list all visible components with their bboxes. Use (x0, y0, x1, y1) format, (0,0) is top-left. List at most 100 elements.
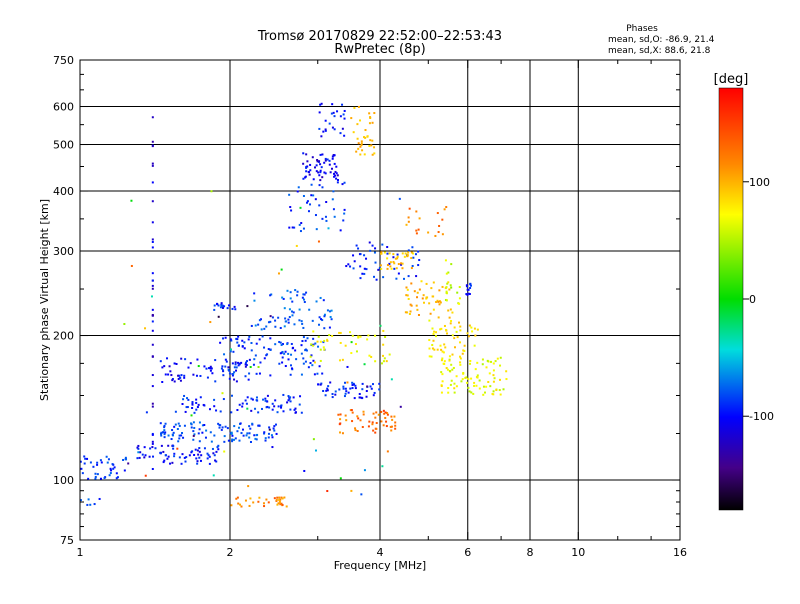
data-point (344, 392, 347, 395)
data-point (305, 349, 308, 352)
data-point (417, 250, 420, 253)
data-point (451, 368, 454, 371)
data-point (326, 490, 329, 493)
data-point (434, 335, 437, 338)
data-point (160, 444, 163, 447)
data-point (249, 440, 252, 443)
data-point (173, 455, 176, 458)
data-point (392, 253, 395, 256)
data-point (159, 360, 162, 363)
data-point (330, 309, 333, 312)
data-point (310, 354, 313, 357)
data-point (333, 172, 336, 175)
data-point (323, 315, 326, 318)
data-point (466, 332, 469, 335)
data-point (262, 398, 265, 401)
data-point (380, 267, 383, 270)
data-point (341, 103, 344, 106)
data-point (225, 360, 228, 363)
data-point (276, 503, 279, 506)
data-point (213, 434, 216, 437)
data-point (309, 163, 312, 166)
data-point (302, 326, 305, 329)
data-point (373, 391, 376, 394)
data-point (302, 293, 305, 296)
data-point (446, 368, 449, 371)
data-point (304, 348, 307, 351)
colorbar-tick-label: 100 (749, 176, 770, 189)
data-point (224, 425, 227, 428)
data-point (197, 453, 200, 456)
data-point (289, 206, 292, 209)
data-point (227, 439, 230, 442)
data-point (314, 166, 317, 169)
colorbar-title: [deg] (714, 72, 749, 87)
data-point (290, 353, 293, 356)
data-point (261, 335, 264, 338)
data-point (314, 449, 317, 452)
data-point (470, 391, 473, 394)
data-point (185, 406, 188, 409)
data-point (163, 426, 166, 429)
data-point (144, 474, 147, 477)
data-point (151, 313, 154, 316)
data-point (305, 291, 308, 294)
data-point (375, 427, 378, 430)
data-point (312, 194, 315, 197)
data-point (301, 340, 304, 343)
data-point (371, 121, 374, 124)
data-point (374, 247, 377, 250)
data-point (130, 264, 133, 267)
data-point (327, 227, 330, 230)
data-point (237, 344, 240, 347)
data-point (285, 505, 288, 508)
data-point (295, 244, 298, 247)
data-point (374, 416, 377, 419)
data-point (274, 325, 277, 328)
data-point (374, 334, 377, 337)
stats-header: Phases (626, 24, 658, 34)
data-point (233, 366, 236, 369)
data-point (326, 389, 329, 392)
data-point (443, 324, 446, 327)
data-point (472, 392, 475, 395)
data-point (361, 272, 364, 275)
data-point (279, 341, 282, 344)
data-point (374, 431, 377, 434)
data-point (181, 453, 184, 456)
data-point (425, 297, 428, 300)
data-point (469, 282, 472, 285)
data-point (328, 326, 331, 329)
data-point (438, 289, 441, 292)
data-point (505, 378, 508, 381)
data-point (300, 320, 303, 323)
data-point (258, 496, 261, 499)
data-point (226, 427, 229, 430)
data-point (415, 232, 418, 235)
data-point (258, 424, 261, 427)
data-point (326, 309, 329, 312)
data-point (79, 460, 82, 463)
data-point (371, 153, 374, 156)
data-point (448, 288, 451, 291)
data-point (336, 174, 339, 177)
data-point (475, 384, 478, 387)
data-point (248, 425, 251, 428)
data-point (151, 385, 154, 388)
x-tick-label: 8 (527, 546, 534, 559)
data-point (109, 467, 112, 470)
data-point (241, 405, 244, 408)
data-point (386, 450, 389, 453)
data-point (362, 413, 365, 416)
data-point (151, 320, 154, 323)
data-point (258, 372, 261, 375)
data-point (357, 247, 360, 250)
data-point (275, 499, 278, 502)
data-point (481, 363, 484, 366)
data-point (151, 162, 154, 165)
data-point (150, 295, 153, 298)
data-point (181, 431, 184, 434)
data-point (468, 324, 471, 327)
data-point (336, 181, 339, 184)
data-point (224, 336, 227, 339)
